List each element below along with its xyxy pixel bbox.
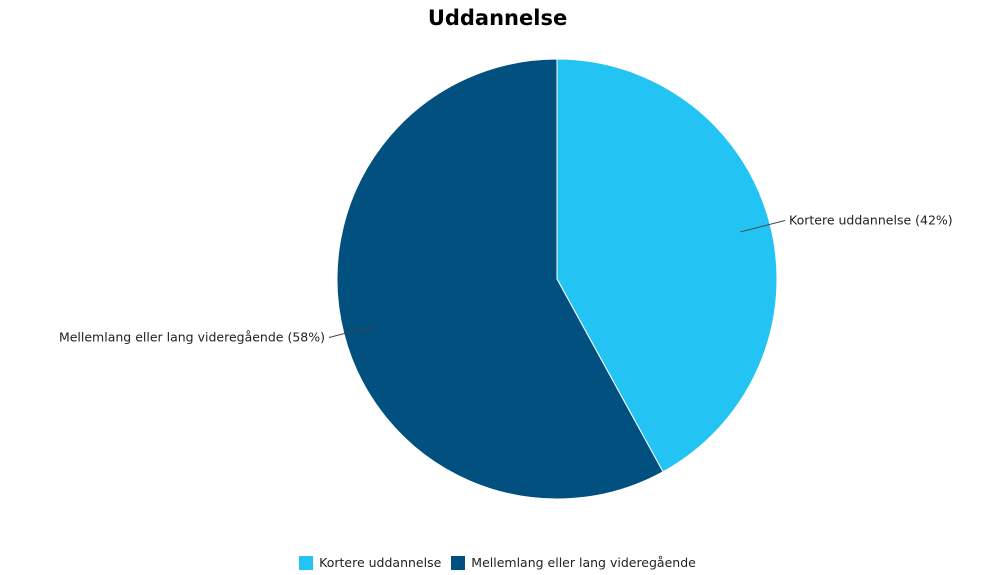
legend-swatch-mellemlang [451, 555, 466, 570]
legend-swatch-kortere [299, 555, 314, 570]
legend-item-mellemlang[interactable]: Mellemlang eller lang videregående [451, 555, 696, 570]
legend-item-kortere[interactable]: Kortere uddannelse [299, 555, 441, 570]
pie-chart: Kortere uddannelse (42%) Mellemlang eller… [59, 58, 953, 500]
chart-legend: Kortere uddannelse Mellemlang eller lang… [0, 555, 995, 570]
leader-line-kortere [740, 219, 786, 233]
legend-label-mellemlang: Mellemlang eller lang videregående [471, 555, 696, 570]
leader-line-mellemlang [328, 325, 374, 339]
chart-title: Uddannelse [427, 6, 568, 30]
legend-label-kortere: Kortere uddannelse [319, 555, 442, 570]
slice-label-mellemlang: Mellemlang eller lang videregående (58%) [59, 330, 325, 345]
slice-label-kortere: Kortere uddannelse (42%) [789, 212, 953, 227]
